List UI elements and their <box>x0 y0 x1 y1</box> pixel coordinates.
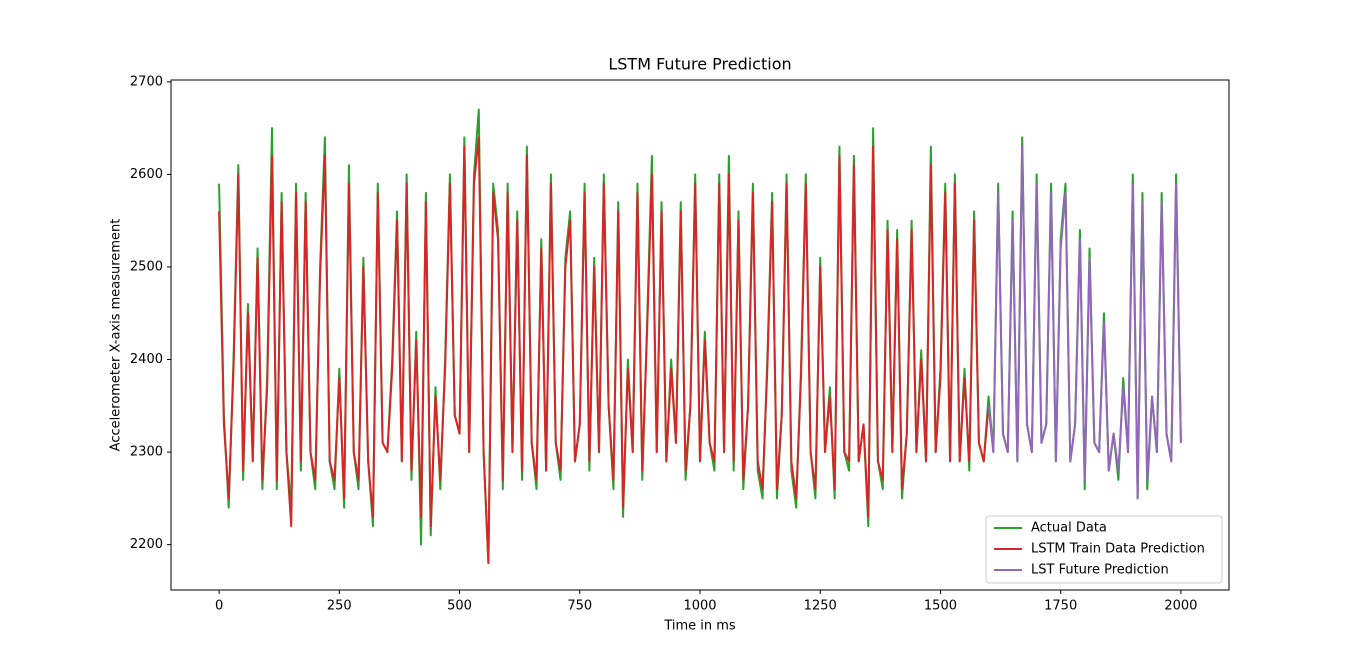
y-axis-label: Accelerometer X-axis measurement <box>109 219 124 452</box>
x-tick-label: 750 <box>567 599 592 614</box>
plot-area <box>218 108 1182 565</box>
x-axis-label: Time in ms <box>663 619 736 634</box>
y-tick-label: 2500 <box>130 259 163 274</box>
data-line <box>218 136 990 565</box>
x-tick-label: 1750 <box>1044 599 1077 614</box>
x-tick-label: 500 <box>447 599 472 614</box>
y-tick-label: 2600 <box>130 167 163 182</box>
legend-box <box>985 515 1223 584</box>
data-line <box>987 145 1182 500</box>
legend: Actual Data LSTM Train Data Prediction LST… <box>985 515 1223 584</box>
y-tick-label: 2300 <box>130 445 163 460</box>
chart-title: LSTM Future Prediction <box>608 55 791 74</box>
x-tick-label: 0 <box>215 599 223 614</box>
x-tick-label: 1500 <box>924 599 957 614</box>
x-tick-label: 2000 <box>1164 599 1197 614</box>
data-line <box>218 108 1182 565</box>
y-tick-label: 2400 <box>130 352 163 367</box>
legend-label: LSTM Train Data Prediction <box>1031 542 1205 557</box>
y-tick-label: 2700 <box>130 74 163 89</box>
legend-label: Actual Data <box>1031 521 1107 536</box>
legend-label: LST Future Prediction <box>1031 563 1169 578</box>
axes-frame <box>170 79 1230 591</box>
x-tick-label: 1000 <box>683 599 716 614</box>
x-tick-label: 250 <box>327 599 352 614</box>
x-tick-label: 1250 <box>804 599 837 614</box>
y-tick-label: 2200 <box>130 537 163 552</box>
